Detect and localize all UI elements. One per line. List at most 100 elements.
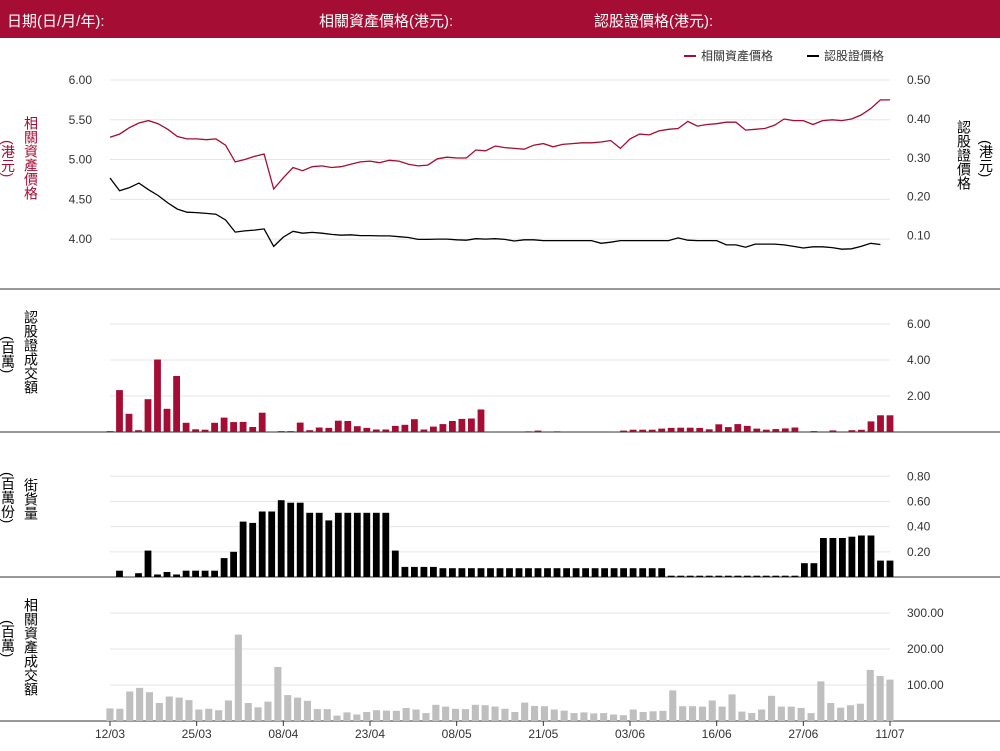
warrant-turnover-bar bbox=[458, 418, 466, 432]
warrant-turnover-bar bbox=[639, 429, 647, 432]
asset-turnover-bar bbox=[827, 703, 835, 721]
street-goods-bar bbox=[772, 575, 780, 577]
street-goods-bar bbox=[430, 566, 437, 577]
asset-turnover-bar bbox=[294, 697, 302, 721]
asset-turnover-bar bbox=[689, 706, 697, 721]
warrant-turnover-y-tick-label: 6.00 bbox=[907, 317, 931, 331]
street-goods-bar bbox=[239, 521, 247, 577]
warrant-turnover-bar bbox=[629, 429, 637, 432]
street-goods-bar bbox=[287, 502, 295, 577]
street-goods-bar bbox=[582, 568, 589, 577]
asset-price-axis-title: 相關資產價格 bbox=[23, 116, 39, 200]
asset-turnover-bar bbox=[768, 695, 776, 721]
warrant-turnover-bar bbox=[677, 427, 685, 432]
street-goods-bar bbox=[791, 575, 799, 577]
asset-turnover-bar bbox=[165, 696, 173, 721]
date-label: 日期(日/月/年): bbox=[7, 13, 105, 30]
warrant-turnover-y-tick-label: 4.00 bbox=[907, 353, 931, 367]
street-goods-bar bbox=[496, 568, 504, 577]
asset-turnover-bar bbox=[363, 712, 371, 721]
street-goods-bar bbox=[468, 568, 475, 577]
street-goods-bar bbox=[886, 560, 894, 577]
warrant-turnover-bar bbox=[192, 429, 199, 432]
street-goods-bar bbox=[839, 538, 846, 577]
asset-turnover-bar bbox=[373, 710, 381, 721]
warrant-price-axis-unit: (港元) bbox=[978, 140, 994, 177]
asset-turnover-bar bbox=[758, 709, 766, 721]
street-goods-y-tick-label: 0.80 bbox=[907, 469, 931, 483]
warrant-turnover-bar bbox=[353, 426, 361, 432]
asset-turnover-bar bbox=[116, 708, 124, 721]
warrant-turnover-bar bbox=[667, 427, 675, 432]
warrant-turnover-bar bbox=[296, 422, 304, 432]
asset-turnover-bar bbox=[175, 697, 183, 721]
asset-turnover-bar bbox=[748, 713, 756, 721]
x-tick-label: 27/06 bbox=[788, 727, 818, 741]
street-goods-bar bbox=[667, 575, 675, 577]
warrant-turnover-bar bbox=[201, 429, 209, 432]
asset-turnover-bar bbox=[254, 707, 262, 721]
asset-turnover-bar bbox=[511, 712, 519, 721]
asset-turnover-bar bbox=[856, 703, 864, 721]
right-y-tick-label: 0.10 bbox=[907, 229, 931, 243]
asset-turnover-bar bbox=[422, 713, 430, 721]
asset-turnover-bar bbox=[886, 679, 894, 721]
warrant-turnover-bar bbox=[886, 415, 894, 432]
asset-turnover-bar bbox=[600, 713, 608, 721]
street-goods-bar bbox=[420, 566, 428, 577]
street-goods-bar bbox=[135, 573, 142, 577]
warrant-turnover-bar bbox=[249, 427, 257, 432]
street-goods-bar bbox=[401, 566, 409, 577]
street-goods-bar bbox=[601, 568, 608, 577]
street-goods-bar bbox=[877, 560, 884, 577]
street-goods-bar bbox=[515, 568, 523, 577]
asset-turnover-bar bbox=[471, 704, 479, 721]
x-tick-label: 16/06 bbox=[702, 727, 732, 741]
asset-turnover-bar bbox=[244, 703, 252, 721]
asset-turnover-bar bbox=[521, 702, 529, 721]
warrant-turnover-bar bbox=[553, 431, 561, 432]
street-goods-bar bbox=[696, 575, 704, 577]
asset-turnover-bar bbox=[837, 707, 845, 721]
street-goods-bar bbox=[848, 536, 856, 577]
warrant-turnover-bar bbox=[791, 427, 799, 432]
street-goods-bar bbox=[211, 570, 218, 577]
street-goods-bar bbox=[867, 535, 875, 577]
x-tick-label: 23/04 bbox=[355, 727, 385, 741]
warrant-turnover-bar bbox=[163, 408, 171, 432]
street-goods-bar bbox=[820, 538, 827, 577]
warrant-turnover-bar bbox=[772, 429, 780, 432]
warrant-turnover-bar bbox=[220, 417, 228, 432]
street-goods-y-tick-label: 0.40 bbox=[907, 520, 931, 534]
warrant-turnover-bar bbox=[372, 429, 380, 432]
asset-turnover-bar bbox=[303, 700, 311, 721]
street-goods-bar bbox=[182, 570, 190, 577]
warrant-turnover-bar bbox=[173, 376, 180, 432]
x-tick-label: 03/06 bbox=[615, 727, 645, 741]
warrant-turnover-bar bbox=[534, 430, 542, 432]
street-goods-y-tick-label: 0.20 bbox=[907, 545, 931, 559]
asset-turnover-bar bbox=[402, 708, 410, 721]
street-goods-bar bbox=[591, 568, 599, 577]
warrant-price-label: 認股證價格(港元): bbox=[594, 13, 714, 30]
asset-turnover-bar bbox=[619, 715, 627, 721]
street-goods-bar bbox=[391, 550, 399, 577]
asset-turnover-bar bbox=[659, 710, 667, 721]
x-tick-label: 12/03 bbox=[95, 727, 125, 741]
warrant-turnover-bar bbox=[877, 415, 884, 432]
warrant-turnover-bar bbox=[620, 430, 627, 432]
street-goods-bar bbox=[506, 568, 513, 577]
street-goods-bar bbox=[801, 563, 808, 577]
asset-turnover-bar bbox=[866, 669, 874, 721]
street-goods-bar bbox=[116, 570, 123, 577]
left-y-tick-label: 5.00 bbox=[69, 153, 93, 167]
street-goods-bar bbox=[686, 575, 694, 577]
asset-turnover-bar bbox=[126, 691, 134, 721]
warrant-turnover-bar bbox=[477, 409, 485, 432]
warrant-turnover-bar bbox=[306, 430, 314, 432]
warrant-turnover-bar bbox=[287, 431, 295, 432]
asset-turnover-bar bbox=[155, 703, 163, 721]
warrant-turnover-bar bbox=[762, 429, 770, 432]
street-goods-bar bbox=[620, 568, 627, 577]
warrant-turnover-bar bbox=[753, 428, 761, 432]
